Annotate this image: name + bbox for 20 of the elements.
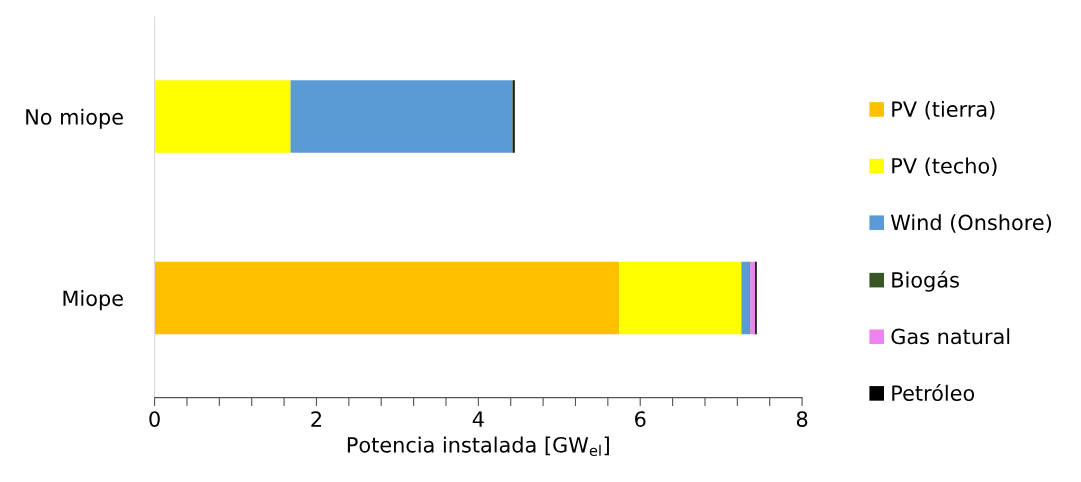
- legend-label: Biogás: [892, 270, 959, 292]
- x-axis-title: Potencia instalada [GW$_{el}$]: [347, 436, 609, 457]
- x-tick-label: 2: [311, 411, 321, 427]
- x-tick-label: 0: [149, 411, 160, 427]
- legend-label: PV (techo): [892, 157, 997, 177]
- legend-label: Gas natural: [891, 328, 1010, 345]
- bar: [750, 261, 756, 335]
- x-tick-label: 6: [635, 411, 646, 427]
- legend-label: Petróleo: [892, 384, 975, 401]
- x-tick-label: 4: [472, 411, 484, 427]
- legend-label: Wind (Onshore): [890, 214, 1051, 233]
- x-tick-label: 8: [796, 411, 808, 427]
- y-tick-label: Miope: [63, 290, 123, 311]
- legend-label: PV (tierra): [892, 100, 995, 120]
- bar: [619, 261, 742, 335]
- bar: [290, 80, 513, 153]
- y-tick-label: No miope: [26, 108, 123, 129]
- bar: [154, 80, 291, 153]
- bar: [154, 261, 620, 335]
- bar: [741, 261, 750, 335]
